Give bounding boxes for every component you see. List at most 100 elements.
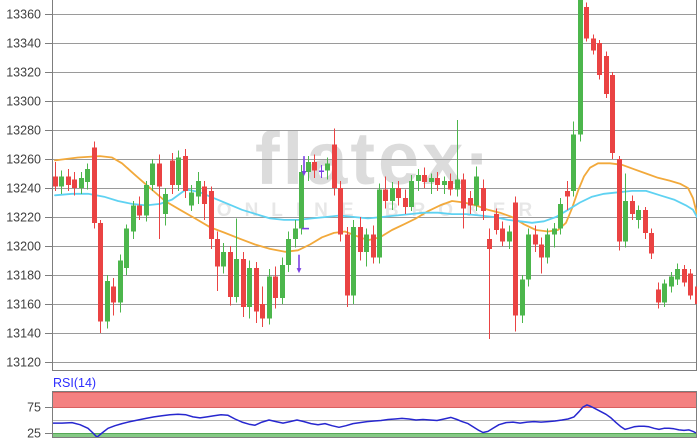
candle-up <box>299 164 304 235</box>
candle-body <box>416 174 421 181</box>
candle-up <box>390 182 395 210</box>
candle-up <box>124 224 129 275</box>
candle-up <box>662 279 667 307</box>
candle-down <box>610 72 615 159</box>
candle-body <box>111 286 116 303</box>
candle-up <box>442 176 447 194</box>
candle-up <box>520 275 525 323</box>
candle-body <box>636 209 641 220</box>
candle-down <box>228 246 233 306</box>
candle-up <box>196 172 201 204</box>
candles-series <box>53 0 697 339</box>
rsi-oversold-band <box>53 433 696 437</box>
price-tick-label: 13200 <box>6 239 41 253</box>
candle-body <box>189 192 194 206</box>
candle-body <box>442 180 447 186</box>
candle-up <box>351 219 356 304</box>
candle-body <box>610 74 615 154</box>
candle-up <box>377 183 382 264</box>
candle-up <box>319 164 324 178</box>
candle-down <box>448 173 453 196</box>
candle-up <box>669 272 674 293</box>
candle-body <box>604 56 609 94</box>
candle-down <box>53 161 58 191</box>
candle-down <box>312 154 317 178</box>
candle-body <box>254 267 259 312</box>
candle-body <box>435 177 440 186</box>
candle-body <box>558 203 563 229</box>
candle-body <box>273 276 278 299</box>
candle-down <box>241 251 246 318</box>
candle-body <box>396 188 401 199</box>
candle-up <box>221 243 226 274</box>
candle-up <box>429 173 434 194</box>
candle-body <box>176 157 181 186</box>
candle-body <box>494 214 499 231</box>
candle-up <box>578 0 583 142</box>
candle-down <box>403 189 408 215</box>
ma_orange-line <box>54 155 697 253</box>
candle-body <box>312 161 317 171</box>
candle-body <box>319 170 324 172</box>
candle-up <box>247 260 252 319</box>
candle-body <box>539 244 544 258</box>
candle-body <box>500 228 505 242</box>
candle-down <box>487 228 492 339</box>
candle-down <box>170 153 175 194</box>
candle-body <box>332 144 337 188</box>
rsi-indicator-label: RSI(14) <box>53 376 96 390</box>
candle-up <box>306 156 311 181</box>
candle-up <box>176 150 181 191</box>
candle-down <box>371 225 376 264</box>
candle-body <box>85 169 90 183</box>
candle-up <box>623 173 628 248</box>
candle-down <box>137 196 142 220</box>
candle-body <box>183 156 188 191</box>
candle-body <box>124 228 129 268</box>
candle-body <box>409 180 414 207</box>
candle-body <box>260 304 265 319</box>
candle-down <box>584 2 589 42</box>
candle-down <box>565 180 570 210</box>
price-tick-label: 13180 <box>6 268 41 282</box>
candle-body <box>584 6 589 39</box>
candle-body <box>79 177 84 188</box>
candle-down <box>254 261 259 323</box>
candle-down <box>358 217 363 261</box>
candle-down <box>461 173 466 229</box>
candle-up <box>675 263 680 286</box>
candle-up <box>507 225 512 249</box>
candle-body <box>526 234 531 280</box>
candle-body <box>545 234 550 258</box>
candle-body <box>202 186 207 204</box>
candle-body <box>688 273 693 296</box>
candle-body <box>306 161 311 173</box>
rsi-panel: 75 25 RSI(14) <box>27 376 697 440</box>
candle-up <box>364 228 369 267</box>
signal-markers <box>296 156 309 274</box>
candle-body <box>656 289 661 303</box>
candle-body <box>520 279 525 316</box>
candle-body <box>371 234 376 258</box>
candle-body <box>150 163 155 186</box>
candle-up <box>144 180 149 222</box>
candle-body <box>364 234 369 252</box>
candle-up <box>189 185 194 212</box>
candle-up <box>131 201 136 239</box>
candle-body <box>630 201 635 215</box>
candle-body <box>196 180 201 197</box>
candle-up <box>455 119 460 197</box>
candle-body <box>643 209 648 233</box>
candle-body <box>59 176 64 187</box>
price-tick-label: 13120 <box>6 355 41 369</box>
price-tick-label: 13340 <box>6 36 41 50</box>
candle-up <box>636 205 641 229</box>
candle-down <box>630 195 635 220</box>
candle-up <box>474 166 479 212</box>
candle-body <box>358 227 363 252</box>
candle-body <box>299 172 304 229</box>
candle-down <box>494 208 499 235</box>
candle-body <box>578 0 583 135</box>
candle-body <box>215 238 220 267</box>
